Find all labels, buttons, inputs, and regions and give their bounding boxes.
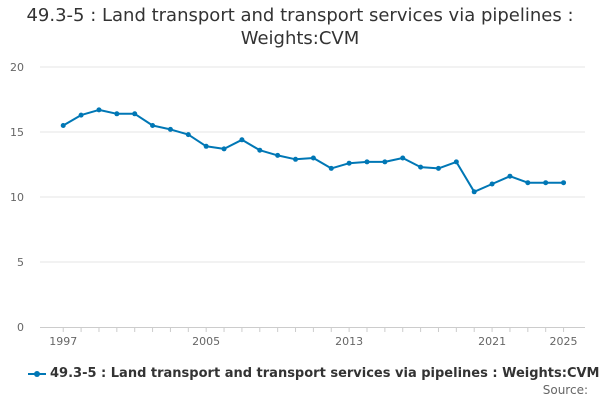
x-tick-label: 2013 <box>335 335 363 348</box>
data-point-2016[interactable] <box>400 155 406 161</box>
data-point-2017[interactable] <box>418 164 424 170</box>
x-tick-label: 2021 <box>478 335 506 348</box>
data-point-2003[interactable] <box>167 126 173 132</box>
chart-title-line-1: 49.3-5 : Land transport and transport se… <box>26 5 574 26</box>
data-point-2005[interactable] <box>203 143 209 149</box>
data-point-2021[interactable] <box>489 181 495 187</box>
x-axis-ticks: 1997 2005 2013 2021 2025 <box>49 335 577 348</box>
x-tick-label: 2025 <box>550 335 578 348</box>
data-point-2010[interactable] <box>293 156 299 162</box>
source-label: Source: <box>542 383 588 397</box>
data-point-2014[interactable] <box>364 159 370 165</box>
chart-title: 49.3-5 : Land transport and transport se… <box>0 4 600 50</box>
y-tick-label: 0 <box>17 321 24 334</box>
data-point-2001[interactable] <box>132 111 138 117</box>
y-tick-label: 15 <box>10 126 24 139</box>
chart-title-line-2: Weights:CVM <box>240 28 360 49</box>
grid-lines <box>40 66 585 263</box>
x-tick-label: 1997 <box>49 335 77 348</box>
data-point-2013[interactable] <box>346 160 352 166</box>
data-point-2002[interactable] <box>150 123 156 128</box>
data-point-2012[interactable] <box>328 165 334 171</box>
y-tick-label: 5 <box>17 256 24 269</box>
data-point-2006[interactable] <box>221 146 227 152</box>
data-point-2018[interactable] <box>435 165 441 171</box>
data-point-1998[interactable] <box>78 112 84 118</box>
data-point-1999[interactable] <box>96 107 102 113</box>
data-point-2011[interactable] <box>310 155 316 161</box>
data-point-2008[interactable] <box>257 147 263 153</box>
data-point-2024[interactable] <box>543 180 549 186</box>
data-point-2000[interactable] <box>114 111 120 117</box>
data-point-2007[interactable] <box>239 137 245 143</box>
data-point-1997[interactable] <box>60 123 66 128</box>
x-axis <box>40 327 585 332</box>
y-tick-label: 10 <box>10 191 24 204</box>
data-point-2015[interactable] <box>382 159 388 165</box>
data-point-2022[interactable] <box>507 173 513 179</box>
data-point-2019[interactable] <box>453 159 459 165</box>
data-point-2023[interactable] <box>525 180 531 186</box>
data-point-2020[interactable] <box>471 189 477 195</box>
y-axis-ticks: 0 5 10 15 20 <box>10 61 24 334</box>
series-layer <box>60 107 567 195</box>
series-line[interactable] <box>62 108 565 193</box>
legend-line-icon <box>28 370 46 377</box>
legend[interactable]: 49.3-5 : Land transport and transport se… <box>28 366 600 381</box>
legend-marker-icon <box>34 370 40 377</box>
data-point-2025[interactable] <box>561 180 567 186</box>
legend-label: 49.3-5 : Land transport and transport se… <box>50 366 600 381</box>
data-point-2004[interactable] <box>185 132 191 138</box>
y-tick-label: 20 <box>10 61 24 74</box>
data-point-2009[interactable] <box>275 152 281 158</box>
x-tick-label: 2005 <box>192 335 220 348</box>
